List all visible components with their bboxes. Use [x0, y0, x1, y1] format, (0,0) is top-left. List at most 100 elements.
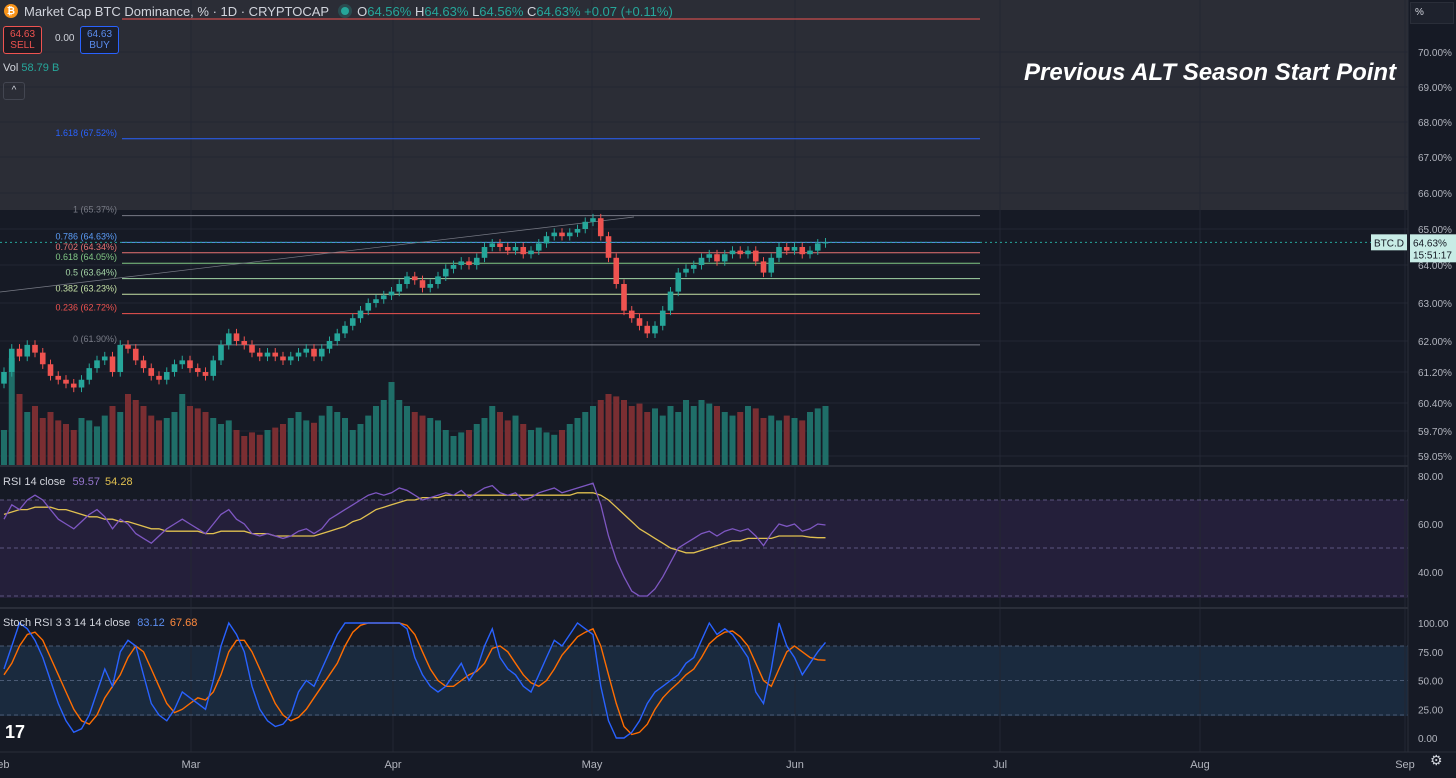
candle-body — [63, 379, 69, 384]
x-tick-label: Aug — [1190, 759, 1210, 771]
volume-bar — [566, 424, 573, 466]
buy-button[interactable]: 64.63 BUY — [80, 26, 120, 54]
volume-bar — [132, 400, 139, 466]
volume-bar — [264, 430, 271, 466]
last-price-value: 64.63% — [1413, 238, 1447, 249]
spread-value: 0.00 — [55, 33, 75, 44]
candle-body — [807, 250, 813, 255]
candle-body — [605, 236, 612, 258]
x-tick-label: Jun — [786, 759, 804, 771]
last-price-marker: BTC.D 64.63%15:51:17 — [0, 234, 1456, 263]
y-tick-label: 50.00 — [1418, 677, 1443, 688]
volume-bar — [396, 400, 403, 466]
candle-body — [659, 310, 666, 326]
volume-bar — [334, 412, 341, 466]
volume-legend[interactable]: Vol 58.79 B — [3, 62, 60, 74]
time-scale-bg[interactable] — [0, 752, 1456, 778]
candle-body — [597, 218, 604, 237]
volume-bar — [636, 403, 643, 466]
candle-body — [574, 229, 581, 233]
candle-body — [652, 325, 658, 334]
candle-body — [171, 364, 178, 372]
volume-bar — [388, 382, 395, 466]
volume-bar — [295, 412, 302, 466]
candle-body — [303, 348, 310, 353]
candle-body — [1, 372, 7, 384]
candle-body — [404, 276, 410, 284]
volume-bar — [597, 400, 604, 466]
volume-bar — [365, 415, 372, 466]
candle-body — [512, 247, 519, 251]
rsi-ma-line — [3, 492, 826, 554]
volume-bar — [78, 418, 85, 466]
volume-bars — [1, 358, 829, 466]
candle-body — [698, 257, 705, 265]
candle-body — [287, 356, 294, 361]
volume-bar — [760, 418, 767, 466]
sell-button[interactable]: 64.63 SELL — [3, 26, 43, 54]
y-tick-label: 69.00% — [1418, 83, 1452, 94]
candle-body — [16, 348, 23, 357]
candle-body — [783, 247, 790, 251]
volume-bar — [776, 420, 782, 466]
candle-body — [590, 218, 596, 222]
candle-body — [566, 232, 573, 237]
volume-bar — [574, 418, 581, 466]
candle-body — [411, 276, 418, 281]
collapse-legend-button[interactable]: ^ — [3, 82, 25, 100]
volume-bar — [458, 432, 465, 466]
stoch-rsi-legend[interactable]: Stoch RSI 3 3 14 14 close 83.12 67.68 — [3, 617, 198, 629]
y-tick-label: 75.00 — [1418, 648, 1443, 659]
bar-countdown: 15:51:17 — [1413, 250, 1452, 261]
volume-bar — [497, 412, 503, 466]
candle-body — [706, 254, 713, 258]
volume-bar — [272, 427, 279, 466]
volume-bar — [156, 420, 162, 466]
y-tick-label: 60.00 — [1418, 520, 1443, 531]
y-tick-label: 80.00 — [1418, 472, 1443, 483]
scale-unit[interactable]: % — [1410, 2, 1454, 24]
volume-bar — [303, 420, 310, 466]
volume-bar — [706, 403, 713, 466]
tradingview-logo-icon[interactable]: 17 — [5, 722, 26, 742]
candle-body — [202, 372, 209, 376]
candle-body — [78, 379, 85, 388]
symbol-title[interactable]: Market Cap BTC Dominance, % · 1D · CRYPT… — [24, 3, 330, 19]
candle-body — [636, 318, 643, 326]
volume-bar — [171, 412, 178, 466]
candle-body — [109, 356, 116, 372]
settings-icon[interactable]: ⚙ — [1430, 752, 1443, 768]
target-zone-shade — [0, 0, 1408, 210]
candle-body — [473, 257, 480, 265]
x-tick-label: Mar — [182, 759, 201, 771]
volume-bar — [721, 412, 728, 466]
volume-bar — [357, 424, 364, 466]
chart-annotation[interactable]: Previous ALT Season Start Point — [1024, 59, 1397, 86]
candle-body — [256, 352, 263, 357]
candle-body — [799, 247, 806, 255]
volume-bar — [799, 420, 806, 466]
price-scale-bg[interactable] — [1408, 0, 1456, 778]
fib-level-label: 0 (61.90%) — [73, 334, 117, 344]
volume-bar — [163, 418, 170, 466]
fib-level-label: 0.702 (64.34%) — [55, 242, 117, 252]
y-tick-label: 0.00 — [1418, 734, 1438, 745]
candle-body — [450, 265, 457, 269]
volume-bar — [86, 420, 93, 466]
rsi-legend[interactable]: RSI 14 close 59.57 54.28 — [3, 476, 133, 488]
candle-body — [760, 261, 767, 273]
volume-bar — [481, 418, 488, 466]
volume-bar — [652, 408, 658, 466]
volume-bar — [32, 406, 38, 466]
volume-bar — [311, 422, 317, 466]
candle-body — [280, 356, 286, 361]
volume-bar — [342, 418, 348, 466]
grid-lines — [0, 0, 1408, 752]
volume-bar — [489, 406, 496, 466]
volume-bar — [690, 406, 697, 466]
candle-body — [94, 360, 100, 369]
volume-bar — [659, 415, 666, 466]
market-status-icon[interactable] — [341, 7, 350, 15]
volume-bar — [675, 412, 682, 466]
